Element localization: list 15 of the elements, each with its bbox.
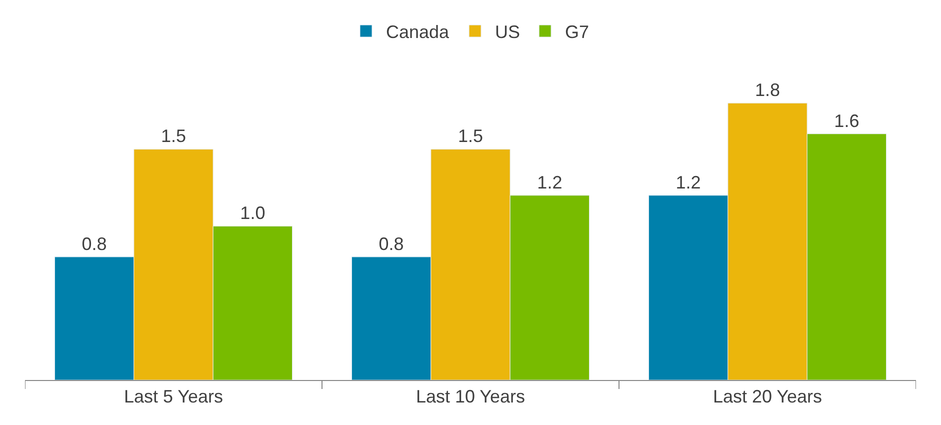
- x-tick-label: Last 20 Years: [712, 386, 822, 407]
- data-label: 1.0: [240, 203, 266, 224]
- data-label: 1.6: [834, 110, 860, 131]
- data-label: 1.8: [754, 80, 780, 100]
- data-label: 0.8: [82, 234, 107, 254]
- data-label: 1.5: [458, 126, 484, 146]
- legend-label: Canada: [386, 22, 450, 42]
- legend-label: G7: [565, 22, 590, 42]
- data-label: 1.5: [160, 126, 186, 146]
- data-label: 1.2: [676, 172, 701, 192]
- x-tick-label: Last 5 Years: [124, 386, 224, 407]
- x-tick-label: Last 10 Years: [416, 386, 526, 407]
- legend-label: US: [495, 22, 520, 42]
- data-label: 0.8: [378, 234, 404, 254]
- data-label: 1.2: [537, 172, 562, 192]
